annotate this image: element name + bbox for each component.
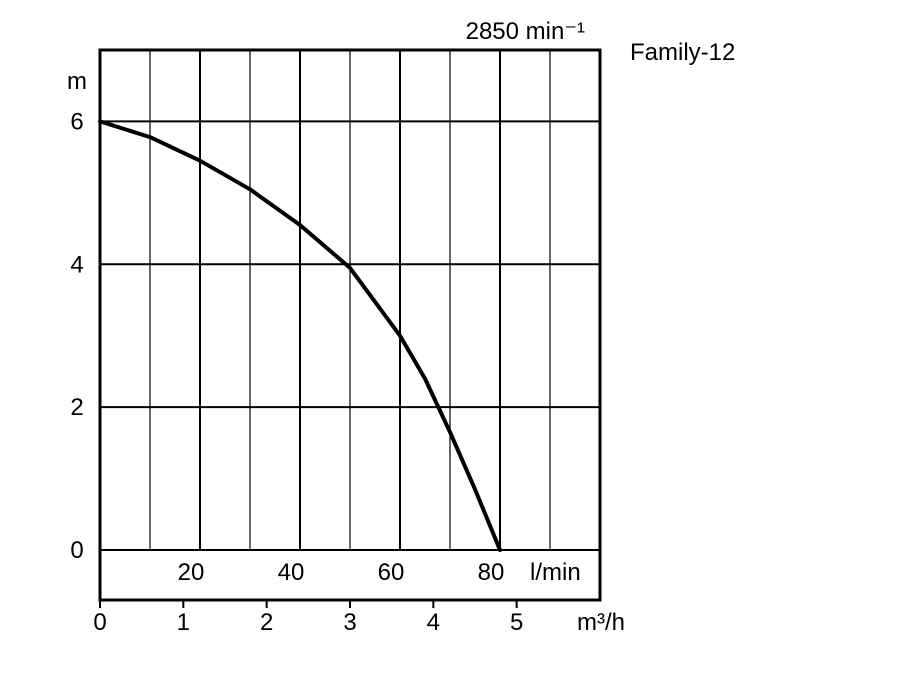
y-tick-label: 6 (70, 108, 83, 135)
pump-curve-line (98, 119, 502, 552)
x-m3h-axis-label: m³/h (577, 609, 625, 636)
x-lmin-tick-label: 20 (178, 559, 205, 586)
x-lmin-tick-label: 80 (478, 559, 505, 586)
x-m3h-tick-label: 1 (177, 609, 190, 636)
y-tick-label: 4 (70, 251, 83, 278)
speed-label: 2850 min⁻¹ (466, 18, 585, 45)
x-m3h-tick-label: 4 (427, 609, 440, 636)
y-tick-label: 2 (70, 394, 83, 421)
y-tick-labels: 0 2 4 6 (70, 108, 83, 564)
x-m3h-tick-label: 0 (93, 609, 106, 636)
x-lmin-tick-labels: 20 40 60 80 (178, 559, 505, 586)
x-lmin-tick-label: 60 (378, 559, 405, 586)
x-m3h-tick-label: 3 (343, 609, 356, 636)
y-tick-label: 0 (70, 537, 83, 564)
x-m3h-tick-labels: 0 1 2 3 4 5 (93, 600, 523, 636)
x-m3h-tick-label: 5 (510, 609, 523, 636)
x-lmin-axis-label: l/min (530, 559, 581, 586)
x-m3h-tick-label: 2 (260, 609, 273, 636)
curves (98, 119, 502, 552)
chart-title: Family-12 (630, 39, 735, 66)
grid (100, 50, 600, 550)
y-axis-label: m (67, 68, 87, 95)
x-lmin-tick-label: 40 (278, 559, 305, 586)
